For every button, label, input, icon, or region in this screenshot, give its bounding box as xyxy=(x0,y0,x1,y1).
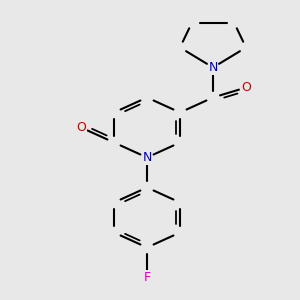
Text: F: F xyxy=(143,271,151,284)
Text: O: O xyxy=(76,121,86,134)
Text: O: O xyxy=(241,81,251,94)
Text: N: N xyxy=(142,151,152,164)
Text: N: N xyxy=(208,61,218,74)
